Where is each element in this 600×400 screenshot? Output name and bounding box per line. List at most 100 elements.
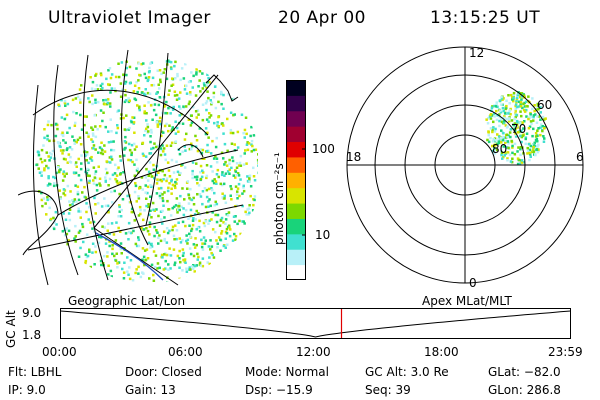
aurora-pixel [89, 221, 92, 224]
aurora-pixel [175, 160, 178, 163]
aurora-pixel [170, 192, 173, 195]
aurora-pixel [201, 103, 205, 106]
aurora-pixel [126, 256, 129, 259]
aurora-pixel [167, 253, 170, 257]
aurora-pixel [137, 197, 141, 200]
aurora-pixel [513, 117, 516, 121]
aurora-pixel [47, 155, 50, 158]
aurora-pixel [195, 68, 198, 71]
aurora-pixel [534, 153, 537, 157]
aurora-pixel [249, 194, 252, 198]
aurora-pixel [136, 167, 139, 170]
aurora-pixel [236, 190, 239, 193]
aurora-pixel [147, 78, 150, 82]
aurora-pixel [207, 200, 210, 203]
aurora-pixel [36, 150, 40, 153]
aurora-pixel [165, 227, 169, 230]
aurora-pixel [106, 251, 109, 254]
aurora-pixel [143, 110, 146, 113]
aurora-pixel [85, 131, 88, 134]
aurora-pixel [174, 140, 178, 143]
aurora-pixel [525, 108, 528, 112]
aurora-pixel [536, 106, 540, 110]
aurora-pixel [176, 72, 179, 76]
aurora-pixel [195, 73, 198, 76]
aurora-pixel [117, 109, 120, 112]
aurora-pixel [219, 238, 222, 242]
aurora-pixel [133, 219, 136, 222]
aurora-pixel [161, 209, 164, 213]
aurora-pixel [202, 82, 206, 85]
aurora-pixel [65, 113, 69, 117]
aurora-pixel [85, 202, 88, 205]
aurora-pixel [170, 180, 173, 183]
aurora-pixel [242, 132, 245, 135]
aurora-pixel [81, 222, 84, 226]
aurora-pixel [190, 121, 194, 125]
aurora-pixel [126, 194, 129, 198]
aurora-pixel [500, 149, 503, 152]
aurora-pixel [542, 140, 546, 143]
aurora-pixel [519, 101, 523, 104]
aurora-pixel [99, 72, 103, 75]
aurora-pixel [47, 176, 50, 180]
aurora-pixel [509, 160, 513, 163]
aurora-pixel [61, 131, 64, 134]
aurora-pixel [188, 100, 191, 103]
aurora-pixel [95, 72, 98, 76]
aurora-pixel [147, 101, 150, 104]
aurora-pixel [220, 232, 223, 235]
aurora-pixel [141, 152, 145, 156]
aurora-pixel [155, 208, 158, 211]
aurora-pixel [236, 187, 240, 190]
aurora-pixel [66, 184, 70, 188]
aurora-pixel [167, 93, 170, 96]
aurora-pixel [181, 238, 184, 242]
aurora-pixel [97, 151, 100, 154]
aurora-pixel [194, 134, 197, 138]
aurora-pixel [163, 104, 167, 107]
aurora-pixel [170, 106, 173, 110]
aurora-pixel [159, 196, 162, 200]
aurora-pixel [212, 157, 216, 160]
aurora-pixel [253, 198, 256, 202]
aurora-pixel [196, 252, 199, 256]
aurora-pixel [512, 99, 515, 103]
aurora-pixel [135, 145, 138, 148]
ytick-9: 9.0 [22, 306, 42, 320]
aurora-pixel [232, 215, 236, 218]
aurora-pixel [167, 106, 170, 110]
aurora-pixel [503, 119, 506, 123]
aurora-pixel [164, 158, 167, 162]
aurora-pixel [214, 106, 218, 110]
aurora-pixel [178, 237, 181, 240]
aurora-pixel [192, 196, 195, 200]
aurora-pixel [253, 195, 257, 198]
aurora-pixel [530, 122, 533, 125]
aurora-pixel [537, 115, 541, 118]
aurora-pixel [182, 258, 185, 262]
aurora-pixel [195, 162, 198, 165]
aurora-pixel [211, 228, 215, 231]
aurora-pixel [74, 224, 77, 228]
aurora-pixel [165, 241, 169, 244]
aurora-pixel [132, 142, 136, 146]
aurora-pixel [187, 102, 191, 106]
aurora-pixel [127, 230, 131, 234]
aurora-pixel [497, 139, 500, 142]
aurora-pixel [100, 151, 103, 155]
aurora-pixel [202, 221, 206, 225]
aurora-pixel [205, 174, 209, 178]
xtick-2359: 23:59 [548, 345, 583, 359]
aurora-pixel [179, 91, 182, 94]
aurora-pixel [499, 109, 502, 113]
aurora-pixel [110, 190, 113, 194]
aurora-pixel [71, 203, 74, 206]
aurora-pixel [52, 216, 55, 220]
aurora-pixel [72, 171, 76, 174]
aurora-pixel [518, 158, 521, 162]
aurora-pixel [193, 270, 196, 273]
aurora-pixel [495, 101, 498, 104]
aurora-pixel [224, 222, 227, 225]
aurora-pixel [228, 168, 231, 171]
